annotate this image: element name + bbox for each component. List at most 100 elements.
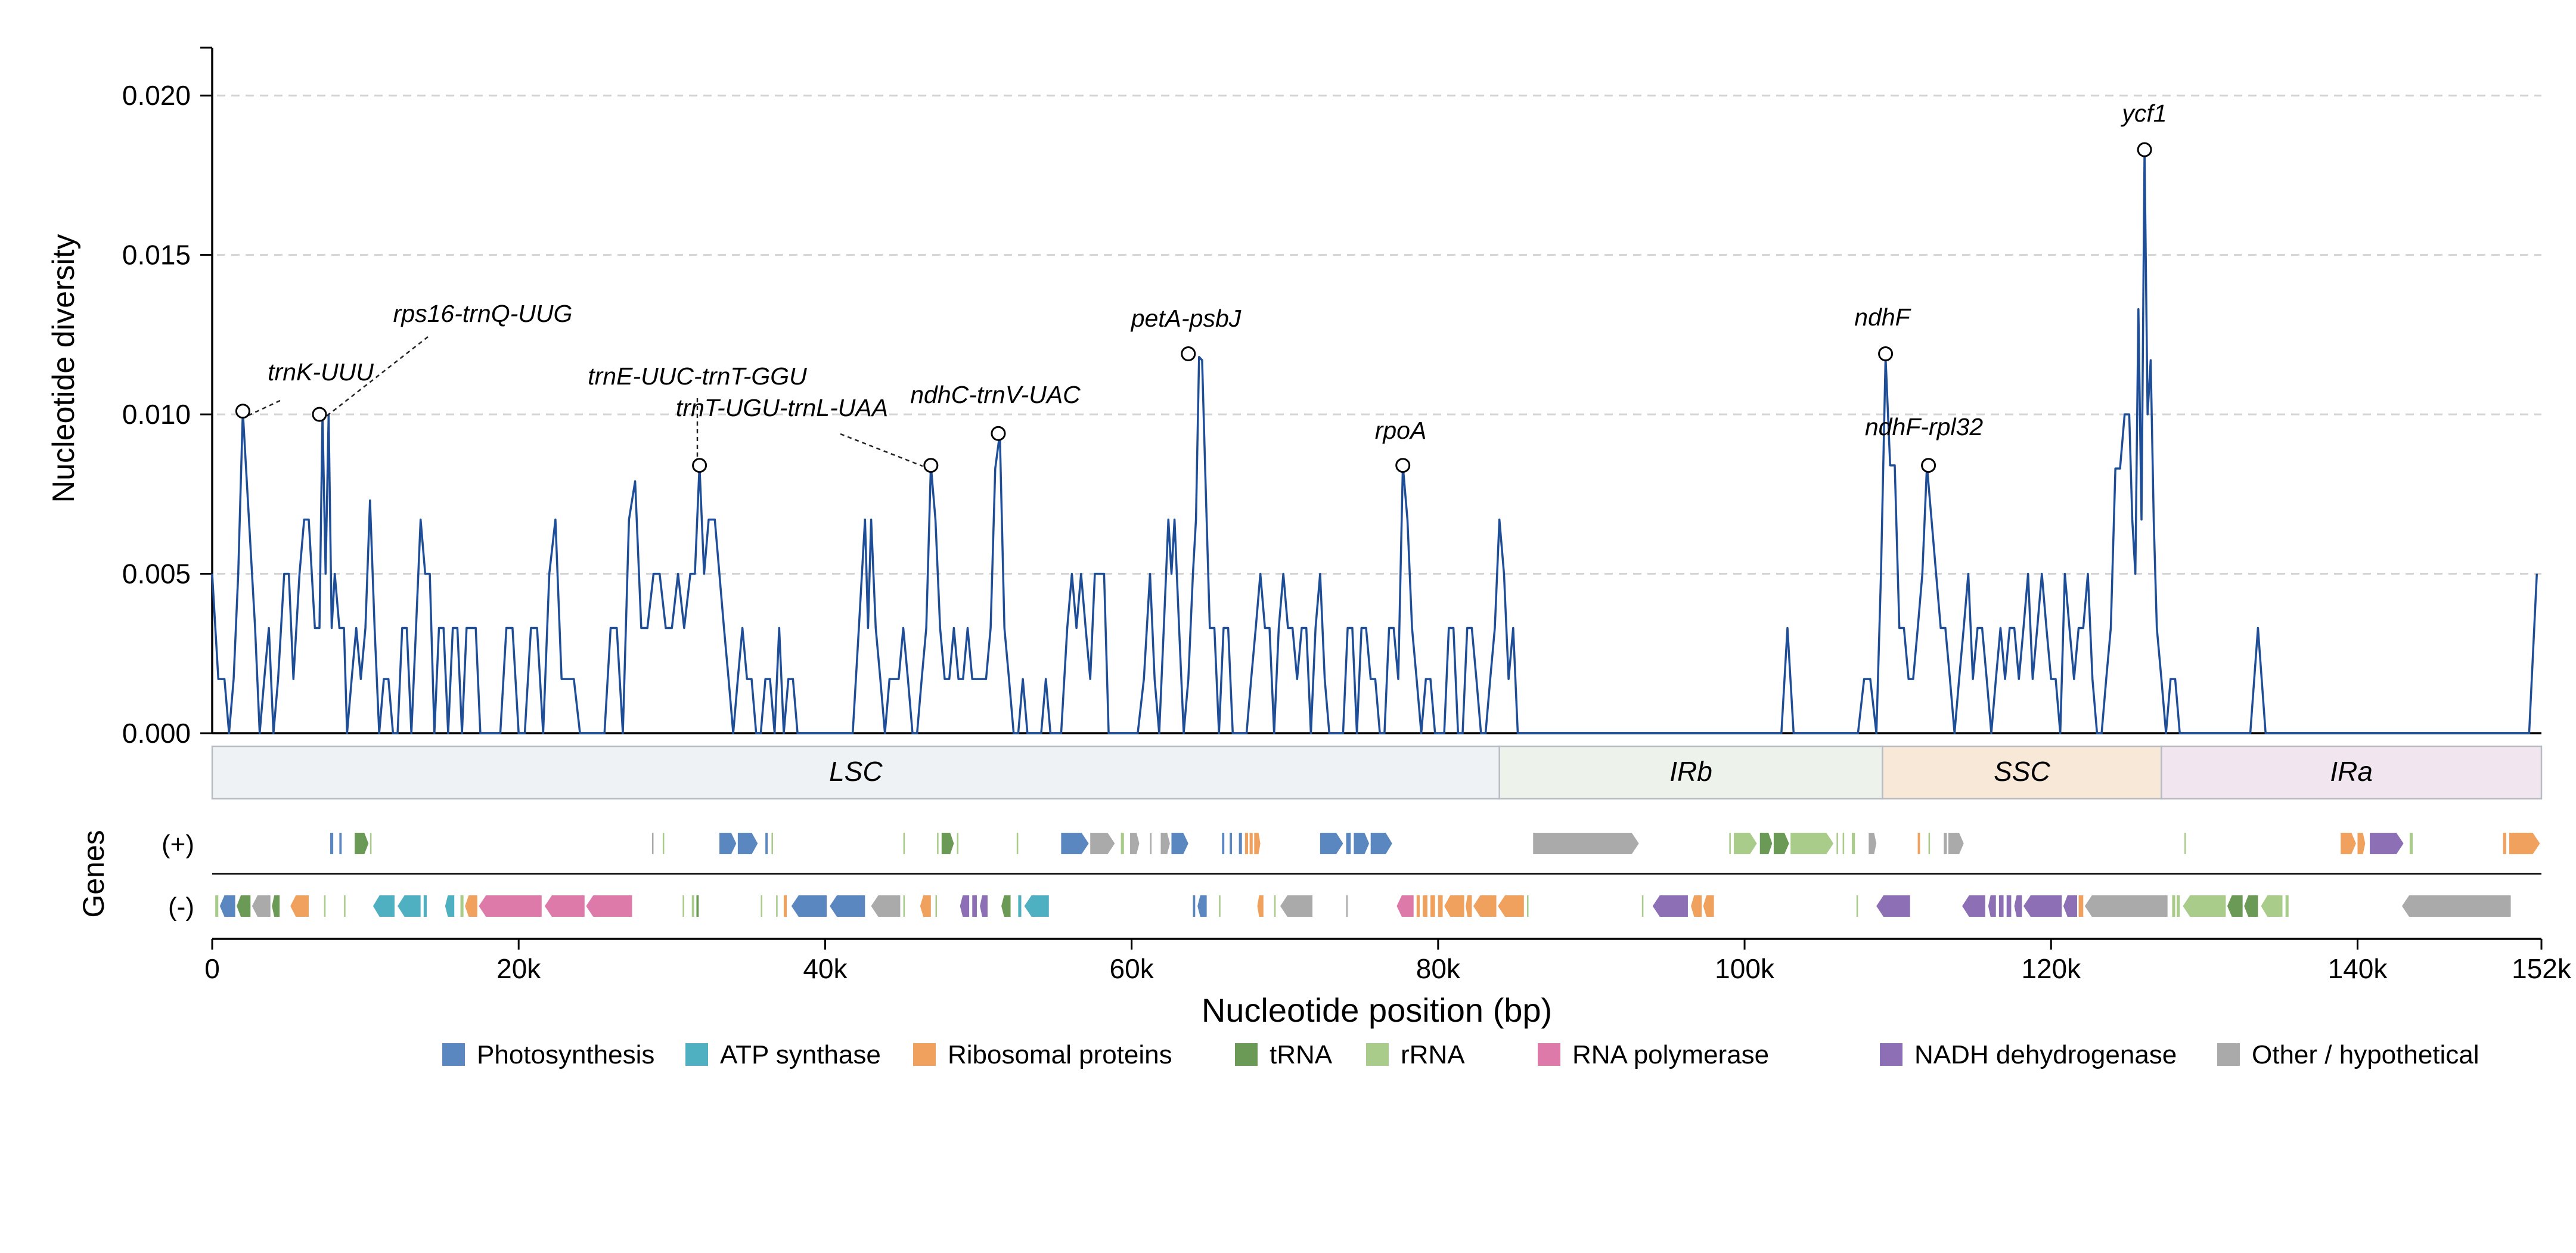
legend-label: tRNA <box>1270 1040 1333 1069</box>
peak-label: ndhF-rpl32 <box>1865 413 1983 441</box>
gene-feature <box>1703 895 1714 917</box>
gene-feature <box>1001 895 1011 917</box>
peak-marker <box>235 404 250 419</box>
gene-feature <box>2244 895 2258 917</box>
gene-feature <box>682 895 684 917</box>
gene-feature <box>696 895 699 917</box>
gene-feature <box>2409 833 2413 854</box>
gene-feature <box>1090 833 1115 854</box>
diversity-series-line <box>211 148 2538 734</box>
gene-feature <box>1430 895 1435 917</box>
gene-feature <box>370 833 372 854</box>
gene-feature <box>1121 833 1124 854</box>
gene-feature <box>373 895 395 917</box>
gene-feature <box>761 895 763 917</box>
gene-feature <box>2063 895 2077 917</box>
y-tick-label: 0.010 <box>122 399 191 430</box>
gene-feature <box>2172 895 2175 917</box>
region-bar: LSC IRb SSC IRa <box>211 745 2543 800</box>
region-label: LSC <box>829 756 883 787</box>
gene-feature <box>1790 833 1834 854</box>
gene-feature <box>1759 833 1773 854</box>
gene-feature <box>1988 895 1996 917</box>
gene-feature <box>1254 833 1261 854</box>
gene-feature <box>1836 833 1838 854</box>
gene-feature <box>1249 833 1253 854</box>
gene-feature <box>1130 833 1140 854</box>
gene-feature <box>339 833 342 854</box>
gene-feature <box>1691 895 1702 917</box>
legend-label: Ribosomal proteins <box>948 1040 1172 1069</box>
peak-label: ndhC-trnV-UAC <box>910 381 1081 408</box>
gene-feature <box>215 895 219 917</box>
y-tick-label: 0.000 <box>122 718 191 749</box>
peak-marker <box>312 407 327 422</box>
region-lsc <box>211 745 1500 800</box>
gene-feature <box>479 895 542 917</box>
gene-feature <box>1396 895 1414 917</box>
y-axis-label: Nucleotide diversity <box>46 234 81 503</box>
gene-feature <box>1729 833 1731 854</box>
gene-feature <box>272 895 280 917</box>
gene-feature <box>2341 833 2356 854</box>
annotation-leader <box>244 399 281 418</box>
legend: Photosynthesis ATP synthase Ribosomal prot… <box>442 1040 2479 1069</box>
x-tick-label: 80k <box>1416 953 1461 984</box>
gene-feature <box>920 895 931 917</box>
gene-feature <box>960 895 970 917</box>
legend-swatch <box>2217 1043 2240 1066</box>
legend-swatch <box>1235 1043 1258 1066</box>
peak-marker <box>1395 458 1411 473</box>
gene-feature <box>2014 895 2022 917</box>
gene-feature <box>771 833 774 854</box>
x-tick-label: 152k <box>2512 953 2572 984</box>
gene-feature <box>1869 833 1877 854</box>
gene-feature <box>460 895 464 917</box>
gene-feature <box>941 833 954 854</box>
peak-label: ycf1 <box>2120 100 2167 127</box>
x-tick-label: 140k <box>2328 953 2388 984</box>
peak-marker <box>692 458 707 473</box>
gene-feature <box>1466 895 1472 917</box>
peak-label: rps16-trnQ-UUG <box>393 300 573 327</box>
x-axis: 0 20k 40k 60k 80k 100k 120k 140k 152k <box>204 938 2572 984</box>
gene-feature <box>1024 895 1049 917</box>
y-tick-label: 0.020 <box>122 80 191 111</box>
gene-feature <box>1171 833 1188 854</box>
x-tick-label: 40k <box>803 953 848 984</box>
gene-feature <box>1230 833 1233 854</box>
legend-swatch <box>1880 1043 1902 1066</box>
region-label: IRb <box>1669 756 1712 787</box>
gene-feature <box>662 833 665 854</box>
gene-feature <box>1244 833 1249 854</box>
legend-label: NADH dehydrogenase <box>1914 1040 2177 1069</box>
gene-feature <box>903 833 905 854</box>
gene-feature <box>1197 895 1207 917</box>
gene-feature <box>1061 833 1089 854</box>
gene-feature <box>1533 833 1639 854</box>
gene-feature <box>1444 895 1464 917</box>
gene-feature <box>1160 833 1170 854</box>
gene-feature <box>2078 895 2084 917</box>
gene-feature <box>1962 895 1985 917</box>
peak-marker <box>2137 142 2152 157</box>
x-tick-label: 0 <box>204 953 220 984</box>
gene-feature <box>2183 895 2226 917</box>
gene-feature <box>1641 895 1644 917</box>
x-axis-label: Nucleotide position (bp) <box>1202 991 1552 1029</box>
gene-feature <box>2357 833 2366 854</box>
gene-feature <box>586 895 632 917</box>
peak-label: rpoA <box>1375 417 1427 444</box>
gene-feature <box>1219 895 1221 917</box>
gene-feature <box>1498 895 1524 917</box>
gene-feature <box>1856 895 1858 917</box>
genes-track-label: Genes <box>77 830 110 917</box>
peak-label: trnE-UUC-trnT-GGU <box>588 362 807 390</box>
gene-feature <box>355 833 369 854</box>
gene-feature <box>1274 895 1276 917</box>
gene-feature <box>2402 895 2511 917</box>
gene-feature <box>1652 895 1688 917</box>
gene-feature <box>1370 833 1392 854</box>
gene-feature <box>2006 895 2012 917</box>
